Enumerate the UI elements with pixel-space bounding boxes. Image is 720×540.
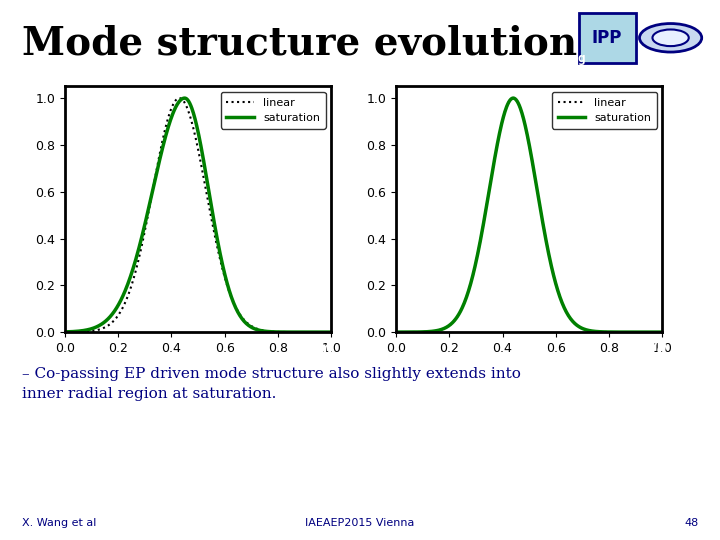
saturation xyxy=(187,105,196,112)
Line: linear: linear xyxy=(396,98,662,332)
Text: co-passing
normalized mode structure: co-passing normalized mode structure xyxy=(104,52,292,82)
linear xyxy=(521,120,529,126)
Text: r/a: r/a xyxy=(642,340,668,357)
saturation xyxy=(658,329,667,335)
linear xyxy=(652,329,661,335)
linear xyxy=(611,329,619,335)
Text: Mode structure evolution: Mode structure evolution xyxy=(22,24,577,62)
linear xyxy=(220,271,228,278)
Text: – Co-passing EP driven mode structure also slightly extends into
inner radial re: – Co-passing EP driven mode structure al… xyxy=(22,367,521,401)
saturation xyxy=(327,329,336,335)
saturation xyxy=(611,329,619,335)
linear xyxy=(189,125,198,132)
Circle shape xyxy=(639,24,702,52)
linear xyxy=(279,329,288,335)
Text: X. Wang et al: X. Wang et al xyxy=(22,518,96,528)
saturation xyxy=(220,267,228,274)
saturation xyxy=(536,207,545,214)
FancyBboxPatch shape xyxy=(579,13,636,63)
linear xyxy=(175,95,184,102)
Text: IAEAEP2015 Vienna: IAEAEP2015 Vienna xyxy=(305,518,415,528)
linear xyxy=(551,278,559,285)
Legend: linear, saturation: linear, saturation xyxy=(552,92,657,129)
saturation xyxy=(392,329,400,335)
saturation xyxy=(551,278,559,285)
linear xyxy=(658,329,667,335)
linear xyxy=(518,114,527,120)
saturation xyxy=(518,114,527,120)
saturation xyxy=(180,95,189,102)
saturation xyxy=(279,329,288,335)
Text: IPP: IPP xyxy=(592,29,622,47)
saturation xyxy=(652,329,661,335)
Line: linear: linear xyxy=(65,98,331,332)
linear xyxy=(321,329,330,335)
linear xyxy=(509,95,518,102)
linear xyxy=(60,329,69,335)
linear xyxy=(327,329,336,335)
saturation xyxy=(521,120,529,126)
linear xyxy=(392,329,400,335)
saturation xyxy=(60,329,69,335)
saturation xyxy=(509,95,518,102)
linear xyxy=(187,119,196,126)
saturation xyxy=(189,110,198,117)
linear xyxy=(205,205,214,212)
saturation xyxy=(205,192,214,198)
saturation xyxy=(321,329,330,335)
Line: saturation: saturation xyxy=(65,98,331,332)
Text: counter-passing
normalized mode structure: counter-passing normalized mode structur… xyxy=(436,52,623,82)
Text: 48: 48 xyxy=(684,518,698,528)
Text: r/a: r/a xyxy=(307,340,333,357)
Circle shape xyxy=(652,30,689,46)
linear xyxy=(536,207,545,214)
Legend: linear, saturation: linear, saturation xyxy=(221,92,325,129)
Line: saturation: saturation xyxy=(396,98,662,332)
